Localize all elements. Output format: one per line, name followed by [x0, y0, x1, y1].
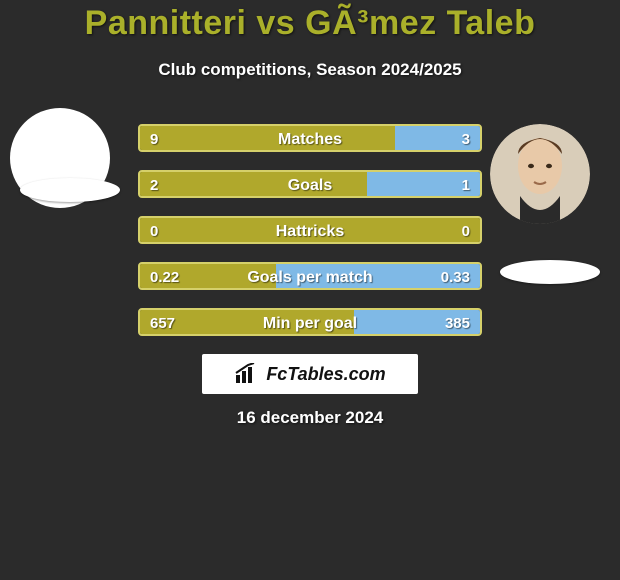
page-title: Pannitteri vs GÃ³mez Taleb	[0, 4, 620, 43]
comparison-card: Pannitteri vs GÃ³mez Taleb Club competit…	[0, 0, 620, 580]
stat-label: Matches	[140, 126, 480, 152]
player-left-flag	[20, 178, 120, 202]
subtitle: Club competitions, Season 2024/2025	[0, 60, 620, 80]
stat-row: 0.220.33Goals per match	[138, 262, 482, 290]
branding-badge[interactable]: FcTables.com	[202, 354, 418, 394]
stat-label: Hattricks	[140, 218, 480, 244]
stat-label: Goals	[140, 172, 480, 198]
stat-row: 93Matches	[138, 124, 482, 152]
stat-row: 21Goals	[138, 170, 482, 198]
avatar-face-icon	[490, 124, 590, 224]
stat-row: 00Hattricks	[138, 216, 482, 244]
bar-chart-icon	[234, 363, 260, 385]
stat-label: Min per goal	[140, 310, 480, 336]
stat-label: Goals per match	[140, 264, 480, 290]
date-text: 16 december 2024	[0, 408, 620, 428]
stat-rows: 93Matches 21Goals 00Hattricks 0.220.33Goals…	[138, 124, 482, 354]
player-right-avatar	[490, 124, 590, 224]
player-right-flag	[500, 260, 600, 284]
branding-text: FcTables.com	[266, 364, 385, 385]
stat-row: 657385Min per goal	[138, 308, 482, 336]
